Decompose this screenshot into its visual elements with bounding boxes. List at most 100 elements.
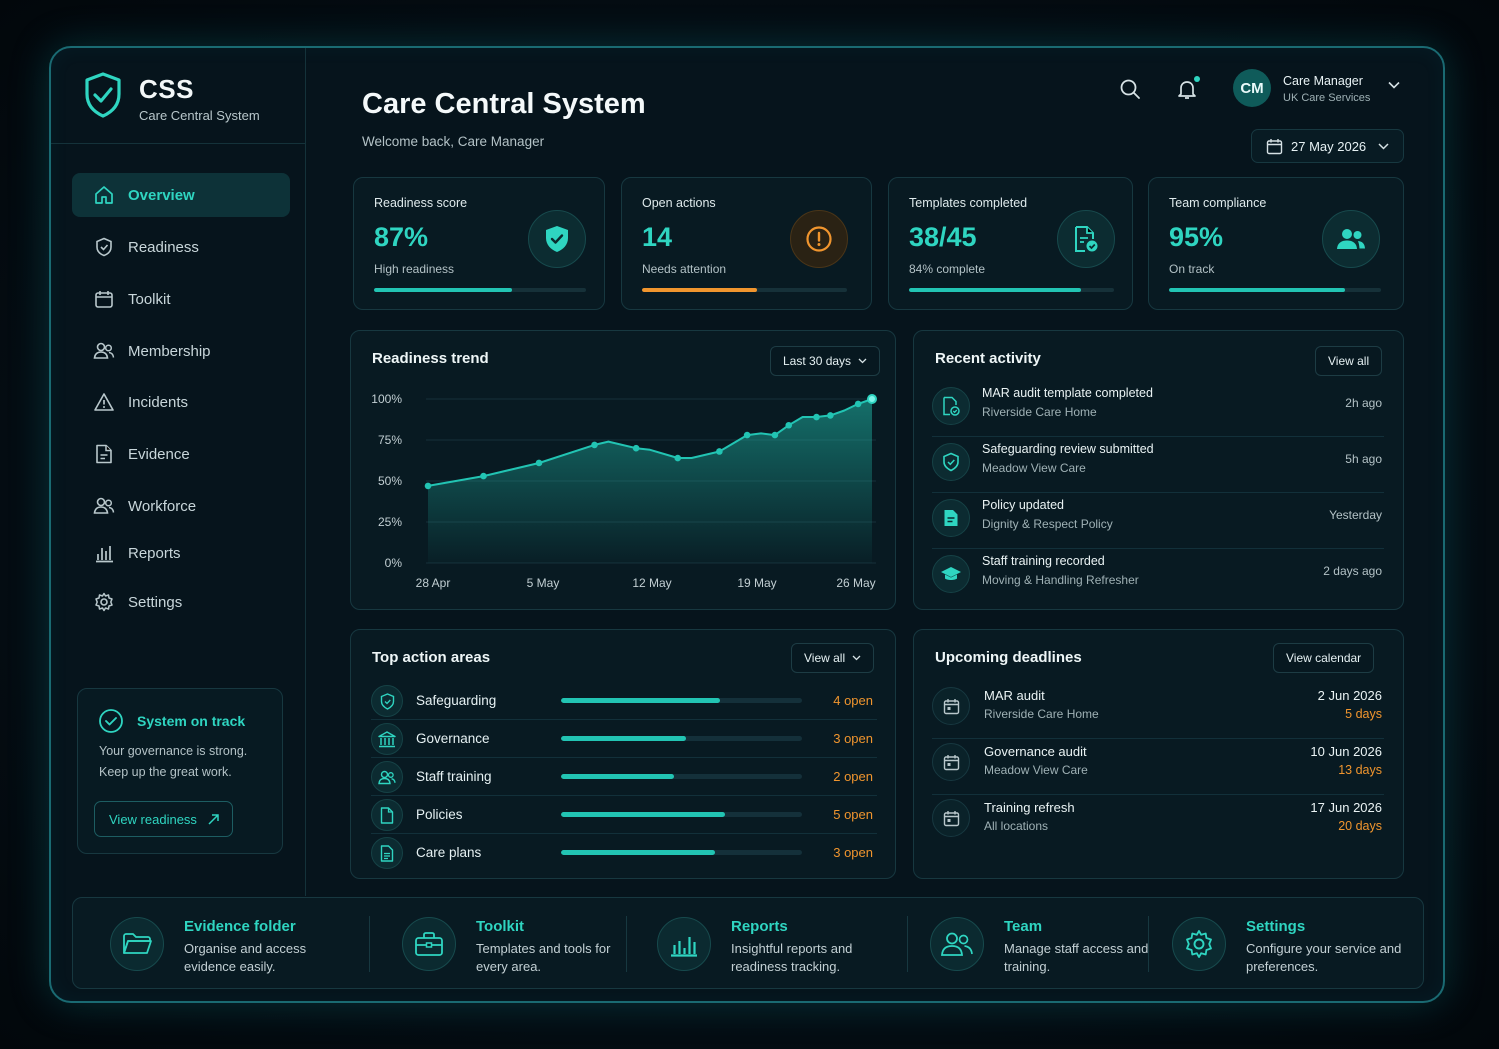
date-picker[interactable]: 27 May 2026 — [1251, 129, 1404, 163]
quick-link-title: Toolkit — [476, 918, 525, 935]
quick-link-settings[interactable]: Settings Configure your service and pref… — [1172, 898, 1402, 990]
data-point — [535, 459, 543, 467]
shield-icon — [371, 685, 403, 717]
shield-check-icon — [528, 210, 586, 268]
kpi-readiness-score[interactable]: Readiness score 87% High readiness — [353, 177, 605, 310]
data-point — [785, 421, 793, 429]
kpi-value: 14 — [642, 222, 673, 252]
sidebar: CSS Care Central System Overview Readine… — [51, 48, 306, 896]
view-all-actions-button[interactable]: View all — [791, 643, 875, 673]
deadline-days: 5 days — [1345, 707, 1382, 721]
quick-link-desc: Configure your service and preferences. — [1246, 941, 1402, 974]
bar-chart-icon — [657, 917, 711, 971]
brand-title: CSS — [139, 74, 194, 104]
sidebar-item-evidence[interactable]: Evidence — [72, 432, 290, 476]
trend-chart: 0% 25% 50% 75% 100% 28 Apr 5 May 12 May 19 May 26… — [371, 392, 877, 590]
kpi-progress — [1169, 288, 1381, 292]
kpi-progress — [642, 288, 847, 292]
kpi-progress — [374, 288, 586, 292]
action-area-row[interactable]: Safeguarding 4 open — [371, 682, 877, 720]
activity-title: Safeguarding review submitted — [982, 442, 1154, 456]
view-all-activity-button[interactable]: View all — [1315, 346, 1383, 376]
quick-link-team[interactable]: Team Manage staff access and training. — [930, 898, 1160, 990]
panel-title: Upcoming deadlines — [935, 649, 1082, 666]
kpi-sub: Needs attention — [642, 262, 727, 276]
kpi-templates-completed[interactable]: Templates completed 38/45 84% complete — [888, 177, 1133, 310]
view-calendar-button[interactable]: View calendar — [1273, 643, 1375, 673]
deadline-days: 13 days — [1338, 763, 1382, 777]
users-icon — [93, 340, 115, 362]
range-label: Last 30 days — [783, 354, 852, 368]
graduation-cap-icon — [932, 555, 970, 593]
view-readiness-button[interactable]: View readiness — [94, 801, 233, 837]
gear-icon — [93, 591, 115, 613]
bell-icon[interactable] — [1175, 77, 1199, 101]
chevron-down-icon[interactable] — [1388, 81, 1400, 89]
action-area-row[interactable]: Staff training 2 open — [371, 758, 877, 796]
calendar-icon — [93, 288, 115, 310]
deadline-date: 2 Jun 2026 — [1317, 688, 1382, 703]
kpi-sub: On track — [1169, 262, 1215, 276]
sidebar-item-incidents[interactable]: Incidents — [72, 380, 290, 424]
data-point — [591, 441, 598, 449]
deadline-date: 17 Jun 2026 — [1310, 800, 1382, 815]
brand-subtitle: Care Central System — [139, 108, 260, 123]
sidebar-item-workforce[interactable]: Workforce — [72, 484, 290, 528]
quick-link-toolkit[interactable]: Toolkit Templates and tools for every ar… — [402, 898, 632, 990]
trend-area — [428, 399, 872, 563]
kpi-label: Readiness score — [374, 196, 468, 210]
gear-icon — [1172, 917, 1226, 971]
recent-activity-panel: Recent activity View all MAR audit templ… — [913, 330, 1404, 610]
action-area-open-count: 3 open — [833, 845, 873, 860]
calendar-icon — [932, 687, 970, 725]
activity-item[interactable]: MAR audit template completed Riverside C… — [932, 381, 1384, 437]
panel-title: Recent activity — [935, 350, 1041, 367]
activity-sub: Meadow View Care — [982, 461, 1086, 475]
deadline-item[interactable]: Training refresh All locations 17 Jun 20… — [932, 795, 1384, 851]
range-dropdown[interactable]: Last 30 days — [770, 346, 881, 376]
deadline-item[interactable]: MAR audit Riverside Care Home 2 Jun 2026… — [932, 683, 1384, 739]
action-area-row[interactable]: Policies 5 open — [371, 796, 877, 834]
activity-item[interactable]: Policy updated Dignity & Respect Policy … — [932, 493, 1384, 549]
kpi-progress-fill — [1169, 288, 1345, 292]
kpi-label: Templates completed — [909, 196, 1028, 210]
system-status-card: System on track Your governance is stron… — [77, 688, 283, 854]
action-area-bar — [561, 698, 802, 703]
quick-link-reports[interactable]: Reports Insightful reports and readiness… — [657, 898, 897, 990]
deadline-item[interactable]: Governance audit Meadow View Care 10 Jun… — [932, 739, 1384, 795]
action-area-row[interactable]: Care plans 3 open — [371, 834, 877, 872]
search-icon[interactable] — [1118, 77, 1142, 101]
x-tick-label: 5 May — [527, 576, 560, 590]
kpi-open-actions[interactable]: Open actions 14 Needs attention — [621, 177, 872, 310]
action-area-bar — [561, 774, 802, 779]
document-icon — [932, 499, 970, 537]
kpi-team-compliance[interactable]: Team compliance 95% On track — [1148, 177, 1404, 310]
data-point — [632, 444, 640, 452]
clipboard-icon — [371, 837, 403, 869]
data-point — [424, 482, 432, 490]
quick-link-desc: Organise and access evidence easily. — [184, 941, 307, 974]
app-window: CSS Care Central System Overview Readine… — [49, 46, 1445, 1003]
activity-sub: Dignity & Respect Policy — [982, 517, 1113, 531]
avatar[interactable]: CM — [1233, 69, 1271, 107]
activity-time: 2h ago — [1345, 396, 1382, 410]
action-area-row[interactable]: Governance 3 open — [371, 720, 877, 758]
activity-item[interactable]: Safeguarding review submitted Meadow Vie… — [932, 437, 1384, 493]
quick-link-desc: Templates and tools for every area. — [476, 941, 611, 974]
view-readiness-label: View readiness — [109, 811, 197, 827]
sidebar-item-toolkit[interactable]: Toolkit — [72, 277, 290, 321]
shield-icon — [932, 443, 970, 481]
team-icon — [1322, 210, 1380, 268]
sidebar-item-membership[interactable]: Membership — [72, 329, 290, 373]
activity-item[interactable]: Staff training recorded Moving & Handlin… — [932, 549, 1384, 605]
quick-link-evidence-folder[interactable]: Evidence folder Organise and access evid… — [110, 898, 350, 990]
deadline-title: MAR audit — [984, 688, 1045, 703]
sidebar-item-readiness[interactable]: Readiness — [72, 225, 290, 269]
data-point — [716, 448, 723, 455]
sidebar-item-settings[interactable]: Settings — [72, 580, 290, 624]
sidebar-item-overview[interactable]: Overview — [72, 173, 290, 217]
y-tick-label: 50% — [378, 474, 402, 488]
sidebar-item-reports[interactable]: Reports — [72, 531, 290, 575]
user-name[interactable]: Care Manager — [1283, 74, 1363, 88]
view-all-label: View all — [1328, 354, 1370, 368]
